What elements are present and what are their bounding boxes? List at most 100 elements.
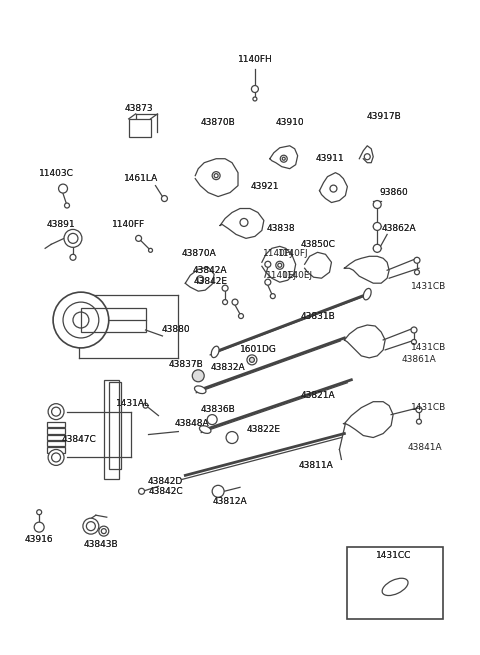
Circle shape [63,302,99,338]
Bar [129,119,151,137]
Text: 1140FH: 1140FH [238,54,272,64]
Circle shape [59,184,68,193]
Circle shape [99,526,109,536]
Circle shape [373,244,381,252]
Circle shape [101,529,106,534]
Circle shape [51,407,60,416]
Text: 43910: 43910 [276,119,304,127]
Circle shape [83,518,99,534]
Text: 43850C: 43850C [300,240,335,249]
Text: 43862A: 43862A [382,224,416,233]
Text: 43870B: 43870B [201,119,236,127]
Text: 43821A: 43821A [300,391,335,400]
Text: 43921: 43921 [251,182,279,191]
Text: 43847C: 43847C [61,435,96,444]
Circle shape [278,263,282,267]
Text: 43842A: 43842A [193,266,228,274]
Text: 43870A: 43870A [182,249,216,258]
Text: 43836B: 43836B [201,405,236,414]
Bar [81,308,145,332]
Ellipse shape [382,578,408,595]
Text: 1601DG: 1601DG [240,345,276,354]
Circle shape [64,203,70,208]
Text: 43842C: 43842C [148,487,183,496]
Text: 43822E: 43822E [247,425,281,434]
Circle shape [232,299,238,305]
Text: 43838: 43838 [266,224,295,233]
Text: 43873: 43873 [124,104,153,113]
Text: 43811A: 43811A [298,461,333,470]
Text: 43822E: 43822E [247,425,281,434]
Circle shape [226,432,238,443]
Text: 43831B: 43831B [300,312,335,320]
Text: 43842D: 43842D [148,477,183,486]
Text: 11403C: 11403C [38,169,73,178]
Circle shape [86,521,96,531]
Text: 43821A: 43821A [300,391,335,400]
Text: 1140EJ: 1140EJ [282,271,313,280]
Circle shape [414,257,420,263]
Text: 43911: 43911 [315,154,344,163]
Text: 1140FH: 1140FH [238,54,272,64]
Text: 43842E: 43842E [193,276,227,286]
Text: 43836B: 43836B [201,405,236,414]
Text: 93860: 93860 [380,188,408,197]
Circle shape [51,453,60,462]
Text: 43870A: 43870A [182,249,216,258]
Text: 43848A: 43848A [175,419,210,428]
Text: 43831B: 43831B [300,312,335,320]
Text: 43861A: 43861A [402,356,436,364]
Text: 43843B: 43843B [84,540,118,549]
Text: 43842A: 43842A [193,266,228,274]
Circle shape [48,449,64,466]
Text: 43842D: 43842D [148,477,183,486]
Text: 43842C: 43842C [148,487,183,496]
Text: 1431CC: 1431CC [376,551,412,559]
Text: 1431CC: 1431CC [376,551,412,559]
Text: 43916: 43916 [25,534,53,544]
Text: 43838: 43838 [266,224,295,233]
Text: 1431CB: 1431CB [411,403,446,412]
Text: 43910: 43910 [276,119,304,127]
Circle shape [222,285,228,291]
Bar [47,434,65,440]
Text: 11403C: 11403C [38,169,73,178]
Circle shape [136,235,142,241]
Text: 43880: 43880 [161,326,190,335]
Text: 43837B: 43837B [169,360,204,369]
Bar [348,547,443,619]
Circle shape [265,261,271,267]
Text: 43843B: 43843B [84,540,118,549]
Text: 1601DG: 1601DG [240,345,276,354]
Text: 43812A: 43812A [213,496,247,506]
Circle shape [247,355,257,365]
Circle shape [416,407,422,413]
Circle shape [214,174,218,178]
Bar [47,441,65,447]
Text: 1140FF: 1140FF [112,220,145,229]
Text: 43841A: 43841A [408,443,442,452]
Circle shape [282,157,285,160]
Circle shape [34,522,44,532]
Text: 43880: 43880 [161,326,190,335]
Circle shape [143,403,148,408]
Circle shape [280,155,287,162]
Text: 1431CB: 1431CB [411,343,446,352]
Circle shape [223,299,228,305]
Bar [109,382,120,470]
Text: 43811A: 43811A [298,461,333,470]
Text: 43891: 43891 [47,220,75,229]
Circle shape [239,314,243,318]
Text: 43921: 43921 [251,182,279,191]
Ellipse shape [363,288,371,300]
Circle shape [64,229,82,248]
Text: 43832A: 43832A [211,364,245,372]
Circle shape [411,339,417,345]
Text: 43848A: 43848A [175,419,210,428]
Text: 43832A: 43832A [211,364,245,372]
Circle shape [70,254,76,260]
Circle shape [364,154,370,160]
Circle shape [373,223,381,231]
Circle shape [330,185,337,192]
Circle shape [415,270,420,274]
